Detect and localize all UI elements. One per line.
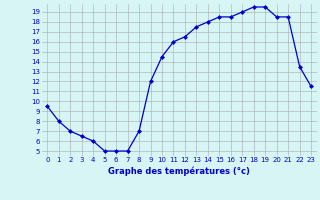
X-axis label: Graphe des températures (°c): Graphe des températures (°c)	[108, 166, 250, 176]
